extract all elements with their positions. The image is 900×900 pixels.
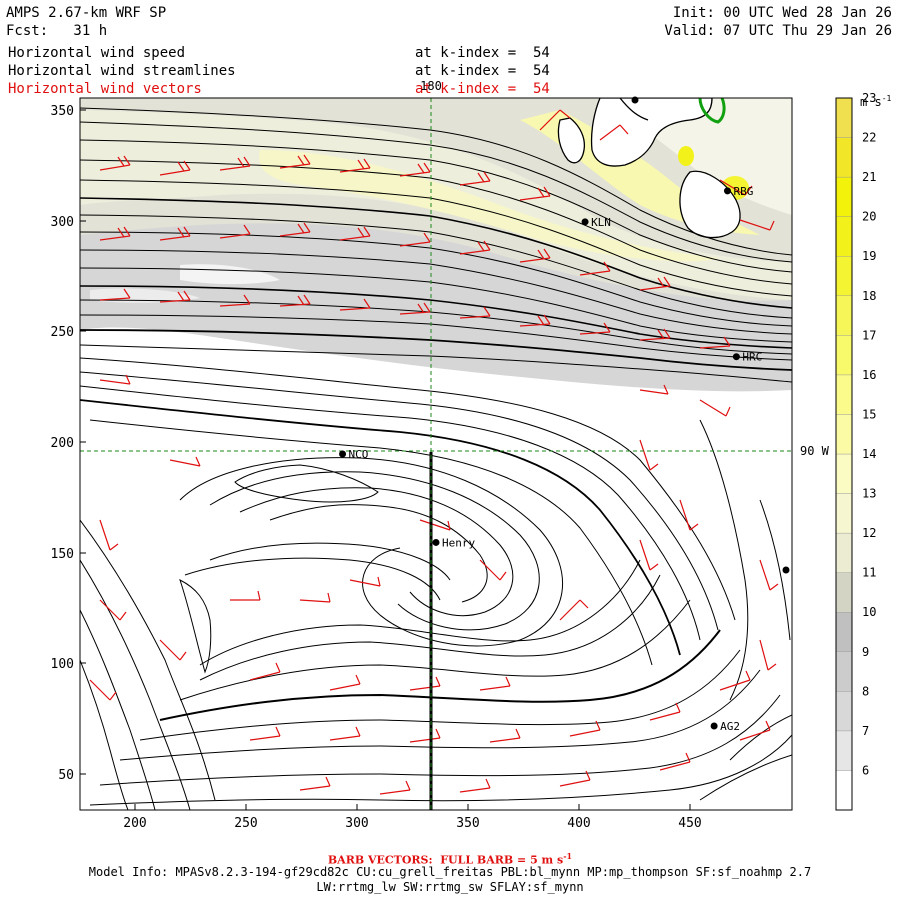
station-label: AG2	[720, 720, 740, 733]
station-label: RBG	[733, 185, 753, 198]
wind-speed-shading	[80, 98, 792, 392]
x-tick-label: 450	[678, 816, 701, 831]
wind-barbs	[89, 109, 779, 795]
colorbar-box	[835, 176, 853, 217]
colorbar-label: 22	[862, 131, 876, 145]
station-hrc: HRC	[732, 351, 762, 364]
coastline	[557, 98, 741, 239]
station-label: Henry	[442, 536, 475, 549]
colorbar: 6 7 8 9 10 11 12 13 14 15 16 17 18 19 20 21 22 23 m s-1	[835, 91, 892, 811]
station-dot	[432, 538, 440, 546]
colorbar-label: 21	[862, 170, 876, 184]
colorbar-box	[835, 493, 853, 534]
station-label: NCO	[349, 448, 369, 461]
x-tick-labels: 200 250 300 350 400 450	[123, 816, 701, 831]
x-tick-label: 200	[123, 816, 146, 831]
station-dot	[581, 218, 589, 226]
field-1-name: Horizontal wind speed	[8, 45, 186, 61]
field-2-name: Horizontal wind streamlines	[8, 63, 236, 79]
field-1-level: at k-index = 54	[415, 45, 550, 61]
y-tick-label: 250	[51, 325, 74, 340]
stations: NCO KLN RBG HRC Henry AG2	[339, 185, 762, 733]
colorbar-box	[835, 651, 853, 692]
colorbar-unit: m s-1	[860, 94, 892, 109]
barb-legend: BARB VECTORS: FULL BARB = 5 m s-1	[327, 851, 573, 867]
colorbar-box	[835, 532, 853, 573]
y-tick-labels: 50 100 150 200 250 300 350	[51, 104, 74, 783]
station-henry: Henry	[432, 536, 475, 549]
colorbar-label: 9	[862, 645, 869, 659]
colorbar-box	[835, 295, 853, 336]
model-title: AMPS 2.67-km WRF SP	[6, 5, 167, 21]
plot-frame	[79, 97, 793, 811]
colorbar-box	[835, 414, 853, 455]
x-tick-label: 250	[234, 816, 257, 831]
meridian-label: 180	[420, 79, 442, 93]
station-rbg: RBG	[723, 185, 753, 198]
colorbar-label: 6	[862, 763, 869, 777]
colorbar-box	[835, 612, 853, 652]
colorbar-label: 8	[862, 684, 869, 698]
y-tick-label: 150	[51, 547, 74, 562]
x-tick-label: 350	[456, 816, 479, 831]
y-tick-label: 300	[51, 215, 74, 230]
colorbar-label: 12	[862, 526, 876, 540]
colorbar-box	[835, 97, 853, 138]
station-dot	[732, 353, 740, 361]
grounding-line	[698, 98, 726, 124]
colorbar-box	[835, 374, 853, 415]
valid-time: Valid: 07 UTC Thu 29 Jan 26	[664, 23, 892, 39]
station-nco: NCO	[339, 448, 368, 461]
colorbar-label: 17	[862, 328, 876, 342]
colorbar-box	[835, 691, 853, 732]
station-dot	[723, 187, 731, 195]
field-2-level: at k-index = 54	[415, 63, 550, 79]
colorbar-box	[835, 137, 853, 178]
station-dot	[710, 722, 718, 730]
colorbar-label: 15	[862, 407, 876, 421]
model-info-physics: LW:rrtmg_lw SW:rrtmg_sw SFLAY:sf_mynn	[316, 880, 584, 894]
colorbar-label: 13	[862, 487, 876, 501]
station-label: KLN	[591, 216, 611, 229]
colorbar-label: 23	[862, 91, 876, 105]
colorbar-box	[835, 453, 853, 494]
y-tick-label: 350	[51, 104, 74, 119]
field-3-level: at k-index = 54	[415, 81, 550, 97]
colorbar-label: 10	[862, 605, 876, 619]
streamlines	[80, 107, 792, 810]
colorbar-label: 18	[862, 289, 876, 303]
colorbar-label: 20	[862, 210, 876, 224]
colorbar-box	[835, 572, 853, 613]
colorbar-label: 11	[862, 566, 876, 580]
x-tick-label: 400	[567, 816, 590, 831]
colorbar-box	[835, 335, 853, 376]
colorbar-label: 14	[862, 447, 876, 461]
colorbar-box	[835, 770, 853, 811]
forecast-hour: Fcst: 31 h	[6, 23, 108, 39]
station-kln: KLN	[581, 216, 611, 229]
y-tick-label: 200	[51, 436, 74, 451]
parallel-label: 90 W	[800, 444, 830, 458]
colorbar-box	[835, 730, 853, 771]
edge-station-dot	[631, 96, 639, 104]
colorbar-label: 16	[862, 368, 876, 382]
x-tick-label: 300	[345, 816, 368, 831]
y-tick-label: 100	[51, 657, 74, 672]
model-info: Model Info: MPASv8.2.3-194-gf29cd82c CU:…	[88, 865, 812, 879]
field-3-name: Horizontal wind vectors	[8, 81, 202, 97]
edge-station-dot	[782, 566, 790, 574]
colorbar-label: 7	[862, 724, 869, 738]
station-ag2: AG2	[710, 720, 740, 733]
init-time: Init: 00 UTC Wed 28 Jan 26	[672, 5, 892, 21]
y-tick-label: 50	[58, 768, 74, 783]
colorbar-box	[835, 216, 853, 257]
station-label: HRC	[742, 351, 762, 364]
station-dot	[339, 450, 347, 458]
axis-ticks	[80, 109, 691, 810]
colorbar-label: 19	[862, 249, 876, 263]
colorbar-box	[835, 256, 853, 296]
